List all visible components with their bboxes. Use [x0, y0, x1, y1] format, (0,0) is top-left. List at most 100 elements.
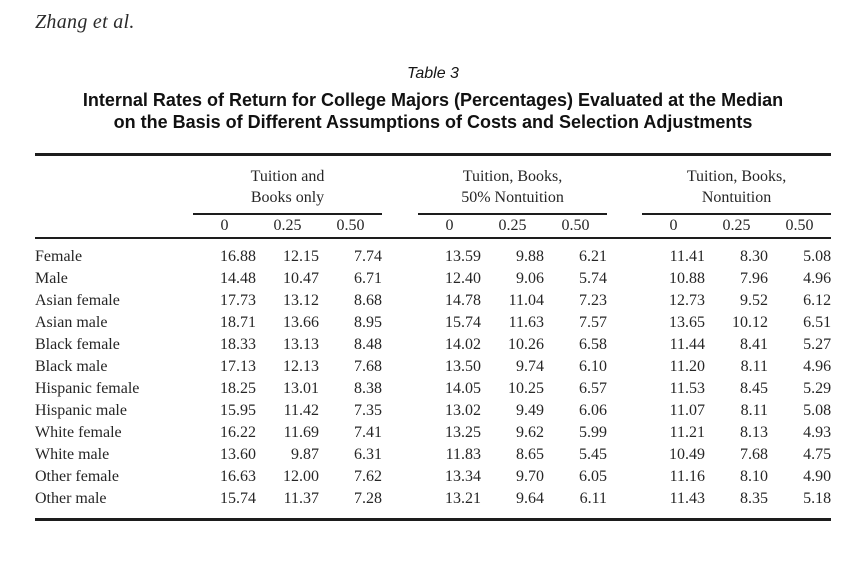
row-label: Asian female: [35, 292, 120, 309]
value-cell: 12.40: [445, 270, 482, 287]
table-row: Female 16.88 12.15 7.74 13.59 9.88 6.21 11.41 8.…: [35, 238, 831, 268]
subcolumn-header: 0: [418, 214, 482, 239]
group-label-line: 50% Nontuition: [461, 189, 564, 206]
value-cell: 7.57: [579, 314, 608, 331]
value-cell: 9.88: [516, 248, 545, 265]
value-cell: 6.10: [579, 358, 608, 375]
column-gap: [607, 356, 642, 378]
subcolumn-header: 0.25: [705, 214, 769, 239]
value-cell: 13.65: [669, 314, 706, 331]
value-cell: 8.68: [354, 292, 383, 309]
column-gap: [382, 466, 418, 488]
table-row: Other female 16.63 12.00 7.62 13.34 9.70 6.05 1…: [35, 466, 831, 488]
value-cell: 18.71: [220, 314, 256, 331]
value-cell: 8.45: [740, 380, 769, 397]
value-cell: 11.44: [669, 336, 706, 353]
table-row: Male 14.48 10.47 6.71 12.40 9.06 5.74 10.88 7.96…: [35, 268, 831, 290]
value-cell: 4.93: [803, 424, 832, 441]
subcolumn-header: 0: [193, 214, 256, 239]
value-cell: 7.41: [354, 424, 383, 441]
column-gap: [382, 422, 418, 444]
value-cell: 8.10: [740, 468, 769, 485]
value-cell: 8.48: [354, 336, 383, 353]
value-cell: 15.95: [220, 402, 256, 419]
value-cell: 15.74: [445, 314, 482, 331]
value-cell: 7.96: [740, 270, 769, 287]
value-cell: 11.21: [669, 424, 706, 441]
value-cell: 7.35: [354, 402, 383, 419]
value-cell: 10.49: [669, 446, 706, 463]
running-head: Zhang et al.: [35, 11, 135, 33]
value-cell: 9.70: [516, 468, 545, 485]
value-cell: 8.11: [740, 358, 769, 375]
value-cell: 4.96: [803, 358, 832, 375]
group-label-line: Nontuition: [701, 189, 772, 206]
value-cell: 5.74: [579, 270, 608, 287]
column-gap: [607, 334, 642, 356]
column-gap: [607, 155, 642, 215]
value-cell: 6.11: [579, 490, 608, 507]
column-gap: [607, 444, 642, 466]
column-gap: [607, 378, 642, 400]
value-cell: 5.27: [803, 336, 832, 353]
table-title-line2: on the Basis of Different Assumptions of…: [113, 112, 753, 132]
value-cell: 9.87: [291, 446, 319, 463]
irr-table: Tuition and Books only Tuition, Books, 5…: [35, 153, 832, 521]
column-gap: [382, 444, 418, 466]
value-cell: 16.22: [220, 424, 256, 441]
value-cell: 11.04: [508, 292, 545, 309]
value-cell: 7.68: [354, 358, 383, 375]
value-cell: 14.05: [445, 380, 482, 397]
column-gap: [382, 290, 418, 312]
table-title: Internal Rates of Return for College Maj…: [35, 89, 831, 133]
value-cell: 13.13: [283, 336, 319, 353]
column-gap: [607, 466, 642, 488]
value-cell: 5.18: [803, 490, 832, 507]
value-cell: 15.74: [220, 490, 256, 507]
column-gap: [607, 268, 642, 290]
value-cell: 9.06: [516, 270, 545, 287]
value-cell: 4.75: [803, 446, 832, 463]
value-cell: 6.21: [579, 248, 608, 265]
table-body: Female 16.88 12.15 7.74 13.59 9.88 6.21 11.41 8.…: [35, 238, 831, 520]
column-gap: [607, 290, 642, 312]
value-cell: 13.02: [445, 402, 482, 419]
value-cell: 4.90: [803, 468, 832, 485]
column-gap: [382, 155, 418, 215]
table-row: White male 13.60 9.87 6.31 11.83 8.65 5.45 10.4…: [35, 444, 831, 466]
value-cell: 5.08: [803, 402, 832, 419]
value-cell: 8.65: [516, 446, 545, 463]
value-cell: 8.30: [740, 248, 769, 265]
column-gap: [607, 238, 642, 268]
row-label: Asian male: [35, 314, 108, 331]
value-cell: 8.41: [740, 336, 769, 353]
table-row: Other male 15.74 11.37 7.28 13.21 9.64 6.11 11.…: [35, 488, 831, 520]
value-cell: 6.05: [579, 468, 608, 485]
column-gap: [382, 312, 418, 334]
value-cell: 11.37: [283, 490, 319, 507]
value-cell: 6.31: [354, 446, 383, 463]
row-label: Hispanic male: [35, 402, 127, 419]
value-cell: 13.34: [445, 468, 482, 485]
row-label: Other male: [35, 490, 107, 507]
value-cell: 9.49: [516, 402, 545, 419]
value-cell: 16.63: [220, 468, 256, 485]
value-cell: 11.63: [508, 314, 545, 331]
row-label-column-header: [35, 214, 193, 239]
table-row: Black male 17.13 12.13 7.68 13.50 9.74 6.10 11.…: [35, 356, 831, 378]
value-cell: 9.52: [740, 292, 769, 309]
column-gap: [607, 400, 642, 422]
subcolumn-header: 0: [642, 214, 706, 239]
subcolumn-header: 0.50: [544, 214, 608, 239]
table-row: White female 16.22 11.69 7.41 13.25 9.62 5.99 1…: [35, 422, 831, 444]
value-cell: 9.64: [516, 490, 545, 507]
value-cell: 12.13: [283, 358, 319, 375]
value-cell: 11.53: [669, 380, 706, 397]
value-cell: 10.25: [508, 380, 545, 397]
column-group-tuition-books-only: Tuition and Books only: [193, 154, 383, 215]
value-cell: 5.99: [579, 424, 608, 441]
value-cell: 14.48: [220, 270, 256, 287]
value-cell: 9.74: [516, 358, 545, 375]
value-cell: 17.73: [220, 292, 256, 309]
